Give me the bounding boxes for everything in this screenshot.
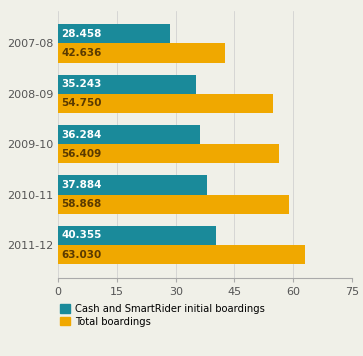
Bar <box>58 245 305 264</box>
Bar <box>58 195 289 214</box>
Bar <box>58 125 200 144</box>
Text: 28.458: 28.458 <box>61 29 102 39</box>
Bar <box>58 144 279 163</box>
Bar <box>58 43 225 63</box>
Legend: Cash and SmartRider initial boardings, Total boardings: Cash and SmartRider initial boardings, T… <box>60 304 265 326</box>
Text: 56.409: 56.409 <box>61 149 102 159</box>
Text: 36.284: 36.284 <box>61 130 102 140</box>
Text: 63.030: 63.030 <box>61 250 102 260</box>
Text: 35.243: 35.243 <box>61 79 102 89</box>
Text: 54.750: 54.750 <box>61 98 102 108</box>
Bar <box>58 94 273 113</box>
Text: 37.884: 37.884 <box>61 180 102 190</box>
Text: 58.868: 58.868 <box>61 199 102 209</box>
Bar <box>58 75 196 94</box>
Bar <box>58 176 207 195</box>
Bar <box>58 24 170 43</box>
Text: 42.636: 42.636 <box>61 48 102 58</box>
Bar <box>58 226 216 245</box>
Text: 40.355: 40.355 <box>61 230 102 240</box>
